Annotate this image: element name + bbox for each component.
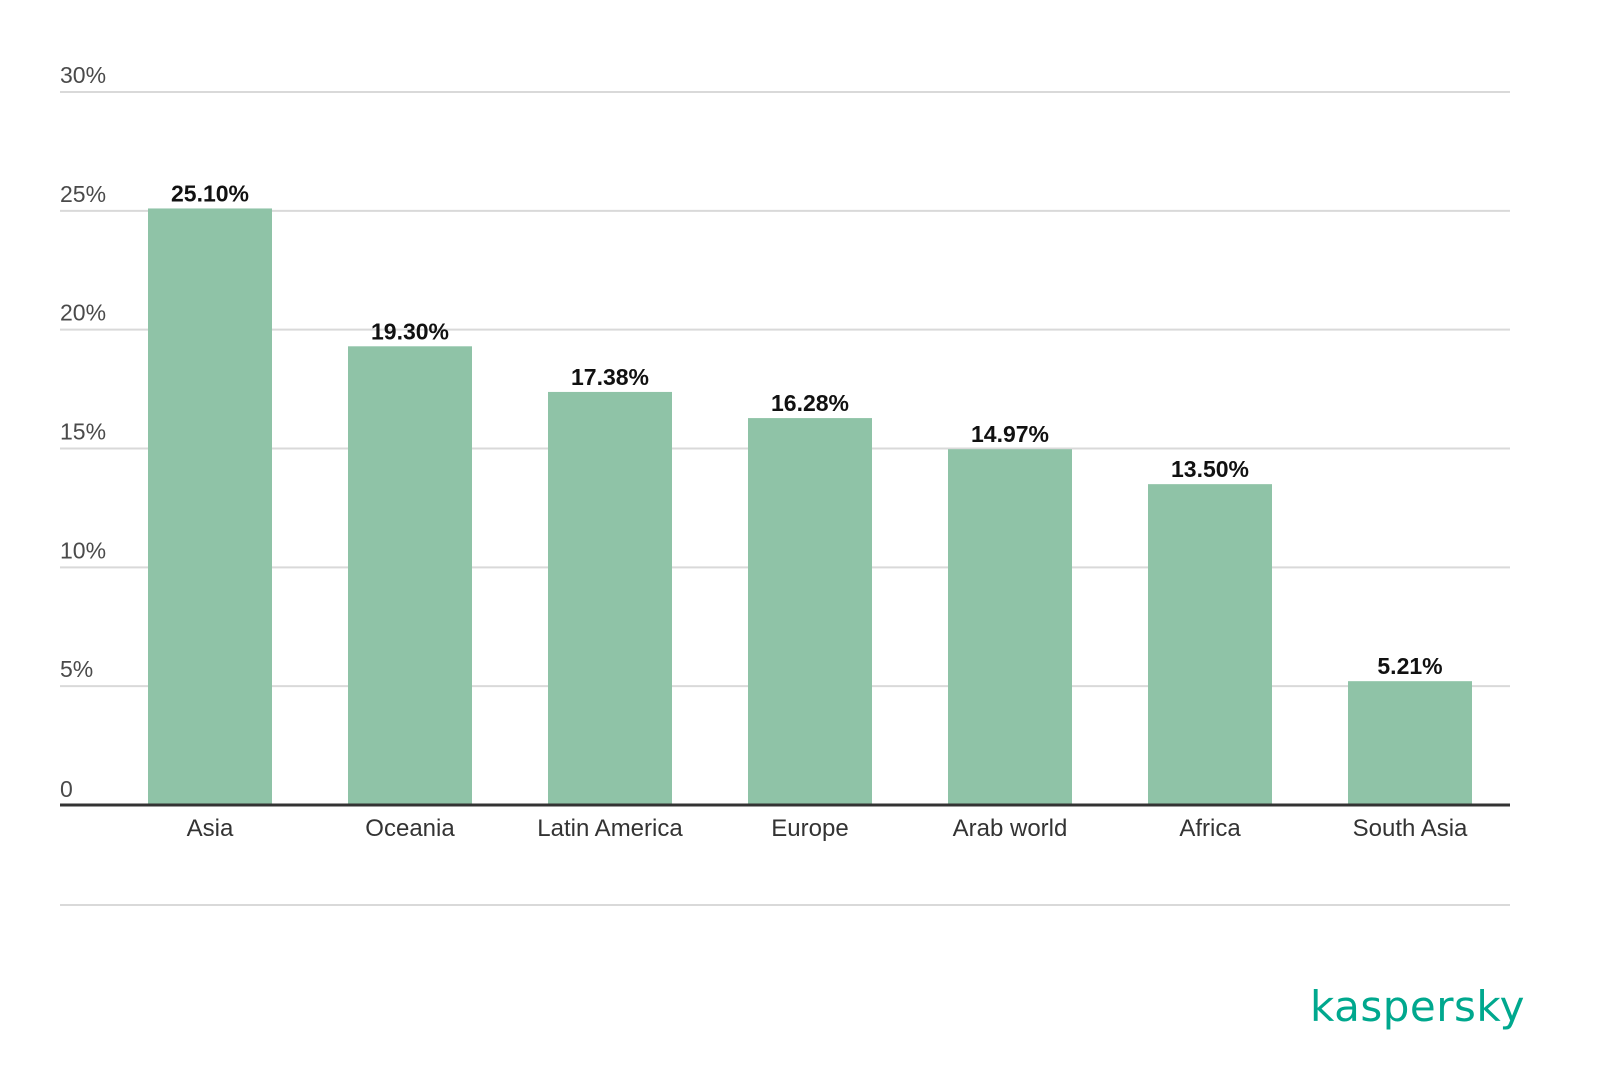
data-label: 17.38% xyxy=(571,364,649,390)
x-category-label: Arab world xyxy=(953,815,1068,842)
y-tick-label: 20% xyxy=(60,300,106,326)
data-label: 19.30% xyxy=(371,318,449,344)
bar xyxy=(148,208,272,805)
x-category-label: Africa xyxy=(1179,815,1241,842)
data-label: 13.50% xyxy=(1171,456,1249,482)
y-tick-label: 5% xyxy=(60,656,93,682)
x-category-label: Asia xyxy=(187,815,234,842)
data-label: 25.10% xyxy=(171,180,249,206)
y-tick-label: 0 xyxy=(60,776,73,802)
y-tick-label: 15% xyxy=(60,419,106,445)
bar xyxy=(548,391,672,805)
x-category-label: South Asia xyxy=(1353,815,1468,842)
kaspersky-logo: kaspersky xyxy=(1310,982,1526,1031)
data-label: 14.97% xyxy=(971,421,1049,447)
y-tick-label: 25% xyxy=(60,181,106,207)
bar xyxy=(748,418,872,805)
bar xyxy=(1148,484,1272,805)
x-category-label: Europe xyxy=(771,815,848,842)
x-category-label: Latin America xyxy=(537,815,683,842)
data-label: 16.28% xyxy=(771,390,849,416)
bar xyxy=(1348,681,1472,805)
bar xyxy=(948,449,1072,805)
bar xyxy=(348,346,472,805)
x-category-label: Oceania xyxy=(365,815,455,842)
data-label: 5.21% xyxy=(1377,653,1442,679)
y-tick-label: 30% xyxy=(60,62,106,88)
y-tick-label: 10% xyxy=(60,537,106,563)
